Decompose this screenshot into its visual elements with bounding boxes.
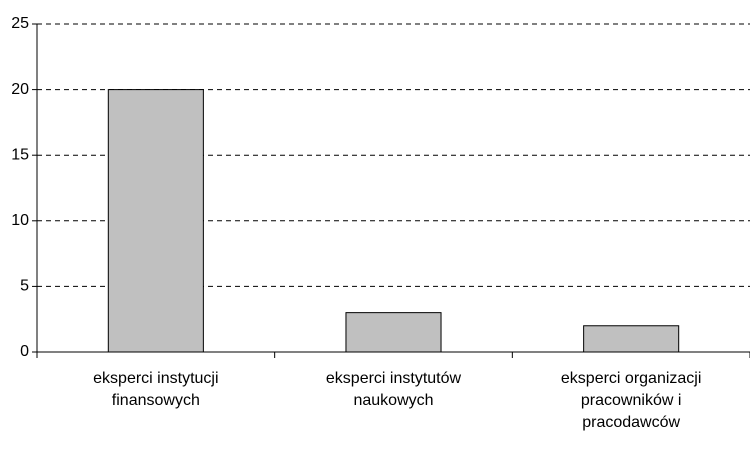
x-tick-label: eksperci organizacji pracowników i praco… [560,370,702,431]
x-tick-label: eksperci instytucji finansowych [93,370,219,409]
bar [583,325,680,353]
x-tick-label-box: eksperci instytucji finansowych [93,370,219,409]
x-tick-label-box: eksperci organizacji pracowników i praco… [560,370,702,431]
y-tick-label: 15 [11,146,29,163]
y-tick-label: 25 [11,15,29,32]
x-tick-label-box: eksperci instytutów naukowych [325,370,462,409]
y-tick-label: 0 [20,343,29,360]
y-tick-label: 10 [11,212,29,229]
y-tick-label: 20 [11,81,29,98]
y-tick-label: 5 [20,278,29,295]
bar [107,89,204,353]
x-tick-label: eksperci instytutów naukowych [325,370,462,409]
bar [345,312,442,353]
